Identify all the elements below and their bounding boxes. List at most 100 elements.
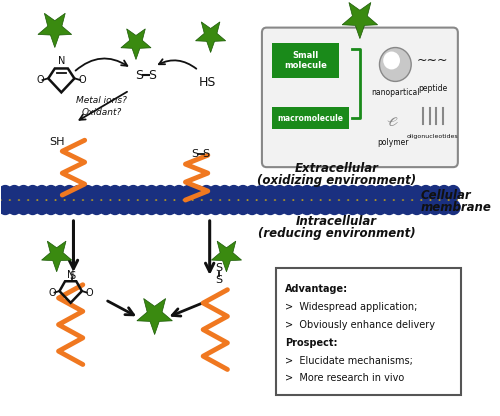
Circle shape bbox=[135, 185, 150, 201]
Circle shape bbox=[162, 199, 178, 215]
Circle shape bbox=[108, 199, 122, 215]
Circle shape bbox=[52, 199, 68, 215]
Circle shape bbox=[126, 185, 140, 201]
Circle shape bbox=[89, 199, 104, 215]
Text: peptide: peptide bbox=[418, 84, 448, 94]
Text: HS: HS bbox=[199, 76, 216, 89]
Circle shape bbox=[217, 199, 232, 215]
Circle shape bbox=[16, 199, 31, 215]
Text: polymer: polymer bbox=[377, 138, 408, 147]
Circle shape bbox=[7, 185, 22, 201]
Circle shape bbox=[236, 199, 250, 215]
Text: O: O bbox=[36, 75, 44, 85]
Circle shape bbox=[254, 199, 268, 215]
Circle shape bbox=[272, 185, 287, 201]
Circle shape bbox=[336, 185, 351, 201]
Circle shape bbox=[144, 199, 159, 215]
Circle shape bbox=[80, 185, 95, 201]
Circle shape bbox=[126, 199, 140, 215]
Circle shape bbox=[290, 199, 306, 215]
Circle shape bbox=[190, 185, 204, 201]
Circle shape bbox=[364, 185, 378, 201]
FancyArrowPatch shape bbox=[76, 59, 128, 71]
Circle shape bbox=[400, 185, 415, 201]
Circle shape bbox=[62, 185, 76, 201]
Circle shape bbox=[272, 199, 287, 215]
Text: (reducing environment): (reducing environment) bbox=[258, 228, 416, 240]
Text: S: S bbox=[148, 69, 156, 82]
Circle shape bbox=[400, 199, 415, 215]
Text: (oxidizing environment): (oxidizing environment) bbox=[257, 173, 416, 187]
Circle shape bbox=[345, 185, 360, 201]
Text: SH: SH bbox=[49, 137, 64, 147]
Circle shape bbox=[409, 185, 424, 201]
Circle shape bbox=[153, 185, 168, 201]
Circle shape bbox=[327, 185, 342, 201]
Text: S: S bbox=[202, 149, 209, 159]
Text: O: O bbox=[48, 288, 56, 298]
Polygon shape bbox=[342, 2, 378, 39]
Text: S: S bbox=[216, 275, 222, 285]
Circle shape bbox=[180, 185, 196, 201]
Text: Prospect:: Prospect: bbox=[286, 337, 338, 347]
Text: >  More research in vivo: > More research in vivo bbox=[286, 374, 405, 384]
Circle shape bbox=[108, 185, 122, 201]
FancyArrowPatch shape bbox=[159, 59, 196, 69]
Circle shape bbox=[98, 199, 114, 215]
Circle shape bbox=[89, 185, 104, 201]
Text: macromolecule: macromolecule bbox=[278, 114, 344, 123]
Circle shape bbox=[25, 199, 40, 215]
Circle shape bbox=[71, 185, 86, 201]
Circle shape bbox=[364, 199, 378, 215]
Circle shape bbox=[217, 185, 232, 201]
Circle shape bbox=[308, 185, 324, 201]
Bar bbox=[0, 196, 458, 204]
Polygon shape bbox=[121, 29, 151, 59]
Circle shape bbox=[382, 185, 396, 201]
Text: Extracellular: Extracellular bbox=[294, 162, 378, 175]
Circle shape bbox=[52, 185, 68, 201]
Circle shape bbox=[308, 199, 324, 215]
Circle shape bbox=[34, 199, 50, 215]
Text: nanopartical: nanopartical bbox=[371, 89, 420, 97]
Text: >  Obviously enhance delivery: > Obviously enhance delivery bbox=[286, 319, 436, 329]
Polygon shape bbox=[137, 299, 172, 334]
Circle shape bbox=[290, 185, 306, 201]
Circle shape bbox=[0, 185, 12, 201]
Circle shape bbox=[34, 185, 50, 201]
Polygon shape bbox=[42, 241, 72, 272]
Circle shape bbox=[318, 185, 332, 201]
Text: Cellular: Cellular bbox=[420, 188, 471, 201]
Circle shape bbox=[281, 199, 296, 215]
Circle shape bbox=[44, 185, 59, 201]
Text: Metal ions?: Metal ions? bbox=[76, 96, 127, 105]
Text: O: O bbox=[85, 288, 93, 298]
Bar bbox=[272, 42, 340, 79]
Polygon shape bbox=[38, 13, 72, 47]
Circle shape bbox=[354, 185, 370, 201]
Circle shape bbox=[336, 199, 351, 215]
Circle shape bbox=[383, 52, 400, 69]
Polygon shape bbox=[212, 241, 242, 272]
Circle shape bbox=[244, 185, 260, 201]
Circle shape bbox=[354, 199, 370, 215]
Circle shape bbox=[16, 185, 31, 201]
Circle shape bbox=[254, 185, 268, 201]
Circle shape bbox=[382, 199, 396, 215]
Text: S: S bbox=[216, 263, 222, 273]
Circle shape bbox=[153, 199, 168, 215]
Circle shape bbox=[71, 199, 86, 215]
Circle shape bbox=[446, 199, 460, 215]
Circle shape bbox=[0, 199, 12, 215]
Circle shape bbox=[418, 199, 434, 215]
Circle shape bbox=[226, 185, 242, 201]
Circle shape bbox=[236, 185, 250, 201]
Text: S: S bbox=[135, 69, 143, 82]
Circle shape bbox=[44, 199, 59, 215]
Polygon shape bbox=[196, 22, 226, 52]
Circle shape bbox=[418, 185, 434, 201]
Text: Intracellular: Intracellular bbox=[296, 215, 377, 228]
Text: S: S bbox=[191, 149, 198, 159]
Circle shape bbox=[162, 185, 178, 201]
Circle shape bbox=[135, 199, 150, 215]
